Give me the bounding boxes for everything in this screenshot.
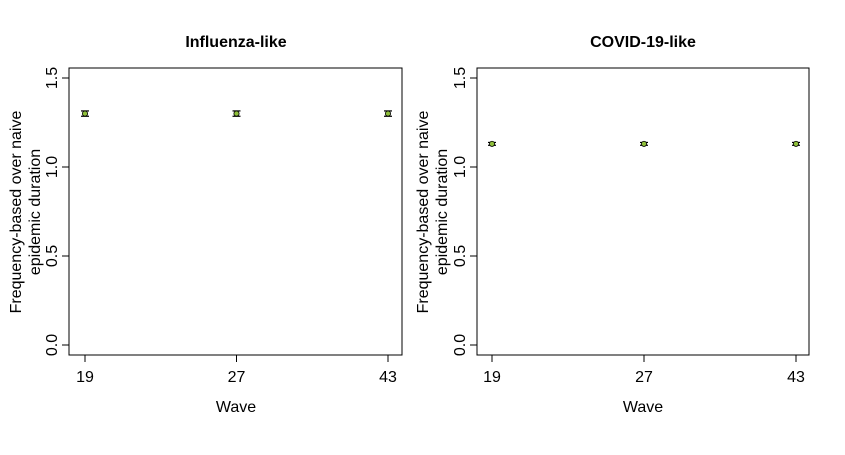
y-tick-label: 1.5 — [44, 67, 61, 89]
chart-title: Influenza-like — [185, 34, 286, 51]
x-axis-label: Wave — [623, 399, 663, 416]
y-tick-label: 0.0 — [452, 334, 469, 356]
x-tick-label: 43 — [379, 369, 397, 386]
x-tick-label: 27 — [228, 369, 246, 386]
y-tick-label: 0.5 — [452, 245, 469, 267]
y-axis-label: Frequency-based over naive epidemic dura… — [8, 111, 44, 314]
y-axis-label-line-1: Frequency-based over naive — [415, 111, 432, 314]
panel-covid-19-like: COVID-19-like Frequency-based over naive… — [415, 34, 810, 416]
y-axis: 0.0 0.5 1.0 1.5 — [452, 67, 478, 356]
plot-frame — [476, 67, 810, 356]
x-tick-label: 19 — [76, 369, 94, 386]
y-axis-label-line-1: Frequency-based over naive — [8, 111, 25, 314]
y-tick-label: 0.5 — [44, 245, 61, 267]
x-axis: 19 27 43 — [483, 354, 805, 386]
y-tick-label: 1.0 — [44, 156, 61, 178]
y-axis-label-line-2: epidemic duration — [434, 149, 451, 275]
data-marks — [488, 140, 800, 147]
y-axis-label: Frequency-based over naive epidemic dura… — [415, 111, 451, 314]
x-tick-label: 43 — [787, 369, 805, 386]
y-axis: 0.0 0.5 1.0 1.5 — [44, 67, 70, 356]
chart-title: COVID-19-like — [590, 34, 696, 51]
y-tick-label: 1.5 — [452, 67, 469, 89]
data-point — [384, 110, 391, 117]
data-point — [488, 140, 495, 147]
x-axis: 19 27 43 — [76, 354, 397, 386]
data-point — [233, 110, 240, 117]
y-axis-label-line-2: epidemic duration — [27, 149, 44, 275]
data-marks — [81, 110, 392, 117]
y-tick-label: 0.0 — [44, 334, 61, 356]
y-tick-label: 1.0 — [452, 156, 469, 178]
x-tick-label: 27 — [635, 369, 653, 386]
data-point — [641, 140, 648, 147]
x-tick-label: 19 — [483, 369, 501, 386]
x-axis-label: Wave — [216, 399, 256, 416]
panel-influenza-like: Influenza-like Frequency-based over naiv… — [8, 34, 403, 416]
data-point — [82, 110, 89, 117]
data-point — [793, 140, 800, 147]
